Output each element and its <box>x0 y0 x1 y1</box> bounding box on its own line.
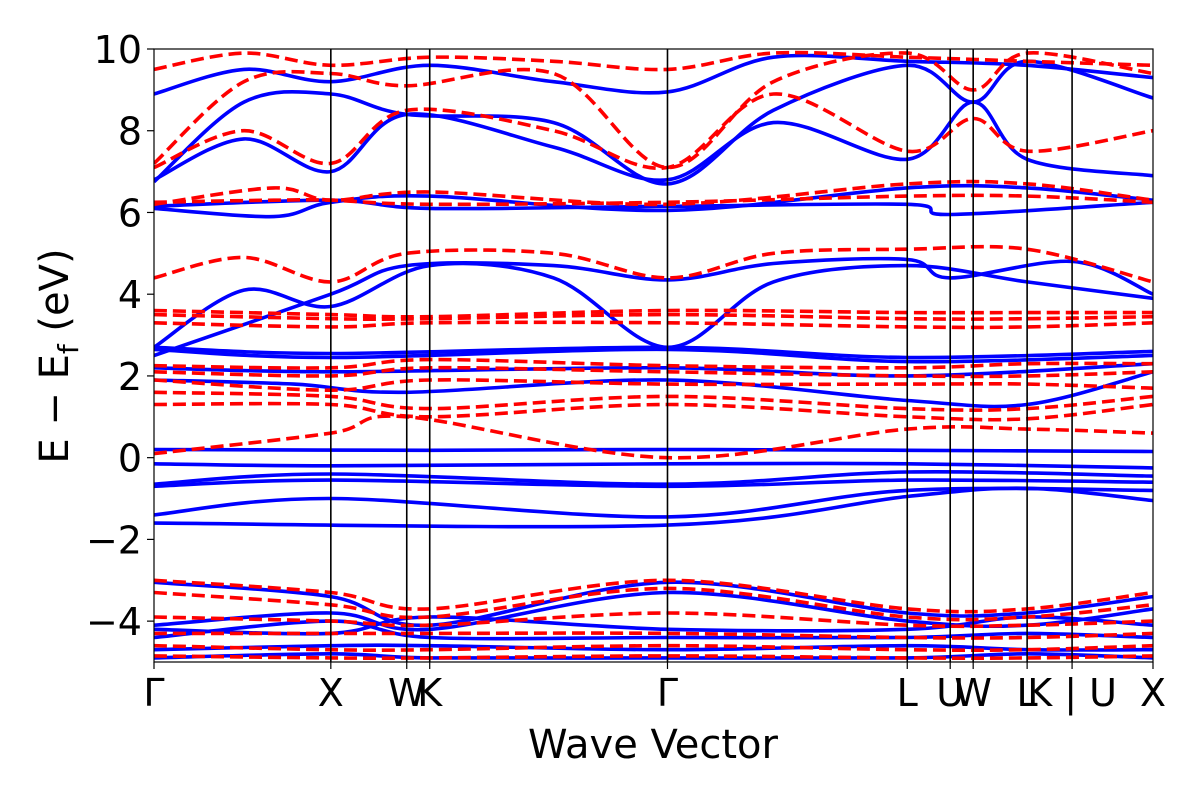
y-tick-label-5: 4 <box>118 273 142 317</box>
y-axis-label-main: E − E <box>32 354 78 464</box>
x-tick-label-7: U <box>936 671 964 715</box>
y-axis-label: E − Ef (eV) <box>32 248 85 463</box>
x-tick-label-11: X <box>1140 671 1166 715</box>
band-series-2-15 <box>154 50 1153 72</box>
x-tick-label-6: L <box>897 671 918 715</box>
y-tick-label-3: 0 <box>118 437 142 481</box>
band-series-1-6 <box>154 447 1153 454</box>
plot-frame <box>153 48 1154 663</box>
band-series-2-8 <box>154 312 1153 322</box>
band-series-2-13 <box>154 92 1153 171</box>
band-series-1-14 <box>154 183 1153 219</box>
band-series-1-17 <box>154 53 1153 96</box>
kpath-lines <box>330 49 1073 662</box>
y-tick-label-2: −2 <box>86 518 142 562</box>
y-tick-label-4: 2 <box>118 355 142 399</box>
x-tick-label-2: X <box>318 671 344 715</box>
band-series-2-12 <box>154 193 1153 207</box>
x-tick-label-4: K <box>417 671 443 715</box>
x-tick-label-10: K | U <box>1027 671 1117 716</box>
y-axis-label-unit: (eV) <box>32 248 78 344</box>
y-axis-ticks: −4 −2 0 2 4 6 8 10 <box>86 28 154 644</box>
band-series-1-9 <box>154 370 1153 409</box>
band-series-1-2 <box>154 486 1153 519</box>
y-tick-label-8: 10 <box>94 28 142 72</box>
band-series-1-12 <box>154 256 1153 358</box>
bands-layer <box>154 50 1153 661</box>
y-tick-label-6: 6 <box>118 191 142 235</box>
x-axis-label: Wave Vector <box>528 722 779 768</box>
band-series-2-10 <box>154 244 1153 284</box>
band-series-1-4 <box>154 469 1153 487</box>
band-series-2-16 <box>154 578 1153 614</box>
y-axis-label-subscript: f <box>52 343 85 354</box>
band-series-1-1 <box>154 486 1153 529</box>
x-tick-label-9: L <box>1017 671 1038 715</box>
x-tick-label-3: W <box>388 671 426 715</box>
y-tick-label-1: −4 <box>86 600 142 644</box>
x-tick-label-5: Γ <box>657 671 678 715</box>
band-series-1-5 <box>154 461 1153 470</box>
band-series-2-7 <box>154 320 1153 330</box>
y-tick-label-7: 8 <box>118 110 142 154</box>
x-tick-label-8: W <box>954 671 992 715</box>
x-tick-label-1: Γ <box>143 671 164 715</box>
band-series-2-14 <box>154 51 1153 170</box>
